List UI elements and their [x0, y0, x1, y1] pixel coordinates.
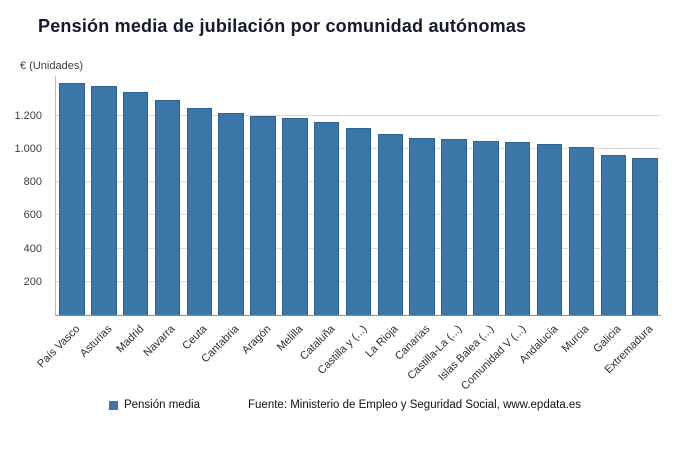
- x-axis-category-labels: País Vasco Asturias Madrid Navarra Ceuta Cant…: [35, 317, 660, 409]
- bar-Navarra: [154, 100, 181, 315]
- x-axis-label: Extremadura: [602, 323, 656, 377]
- bar-Asturias: [91, 85, 117, 315]
- bar-column: [406, 76, 438, 315]
- y-axis-tick-label: 200: [23, 275, 42, 288]
- bar-Madrid: [122, 91, 149, 315]
- bar-Melilla: [282, 117, 308, 315]
- bar-Galicia: [600, 155, 626, 315]
- y-axis-unit-label: € (Unidades): [20, 60, 83, 72]
- bar-column: [56, 76, 88, 315]
- y-axis-tick-label: 1.000: [14, 143, 42, 156]
- gridline: [56, 114, 661, 116]
- y-axis-tick-label: 600: [23, 209, 42, 222]
- bar-Ceuta: [186, 107, 213, 315]
- bar-column: [374, 76, 406, 315]
- bar-Andalucía: [536, 144, 563, 315]
- legend-item-pension-media[interactable]: Pensión media: [108, 399, 201, 411]
- bar-Comunidad V (...): [505, 142, 531, 315]
- y-axis-tick-label: 400: [23, 242, 42, 255]
- bar-column: [597, 76, 629, 315]
- bar-column: [88, 76, 120, 315]
- bar-column: [534, 76, 566, 315]
- chart-title: Pensión media de jubilación por comunida…: [38, 16, 527, 36]
- x-axis-label: Murcia: [560, 323, 592, 355]
- bar-Aragón: [250, 115, 276, 315]
- bar-Islas Balea (...): [473, 140, 499, 315]
- plot-area: [55, 76, 661, 316]
- bar-La Rioja: [377, 134, 404, 315]
- bar-column: [629, 76, 661, 315]
- bar-column: [566, 76, 598, 315]
- bar-column: [279, 76, 311, 315]
- source-text: Fuente: Ministerio de Empleo y Seguridad…: [248, 399, 582, 411]
- bar-Extremadura: [632, 157, 658, 315]
- y-axis-tick-label: 800: [23, 176, 42, 189]
- bar-column: [183, 76, 215, 315]
- bar-Castilla y (...): [345, 128, 372, 315]
- bar-column: [215, 76, 247, 315]
- x-axis-label: Castilla-La (...): [405, 323, 465, 383]
- y-axis-tick-label: 1.200: [14, 109, 42, 122]
- x-axis-label: La Rioja: [363, 323, 401, 361]
- bar-column: [470, 76, 502, 315]
- bar-Canarias: [409, 138, 435, 315]
- x-axis-label: Aragón: [239, 323, 274, 357]
- bar-Cataluña: [313, 122, 340, 315]
- bar-Castilla-La (...): [441, 139, 467, 315]
- bar-column: [343, 76, 375, 315]
- legend-label: Pensión media: [123, 399, 201, 411]
- bar-Cantabria: [218, 113, 244, 315]
- bars-layer: [56, 76, 661, 315]
- bar-column: [152, 76, 184, 315]
- legend-swatch-icon: [108, 400, 118, 410]
- bar-column: [247, 76, 279, 315]
- bar-column: [120, 76, 152, 315]
- bar-Murcia: [568, 146, 595, 315]
- bar-column: [311, 76, 343, 315]
- y-axis-tick-labels: 200 400 600 800 1.000 1.200: [0, 76, 50, 315]
- chart-footer: Pensión media Fuente: Ministerio de Empl…: [0, 399, 690, 411]
- bar-País Vasco: [59, 82, 85, 315]
- bar-column: [438, 76, 470, 315]
- bar-column: [502, 76, 534, 315]
